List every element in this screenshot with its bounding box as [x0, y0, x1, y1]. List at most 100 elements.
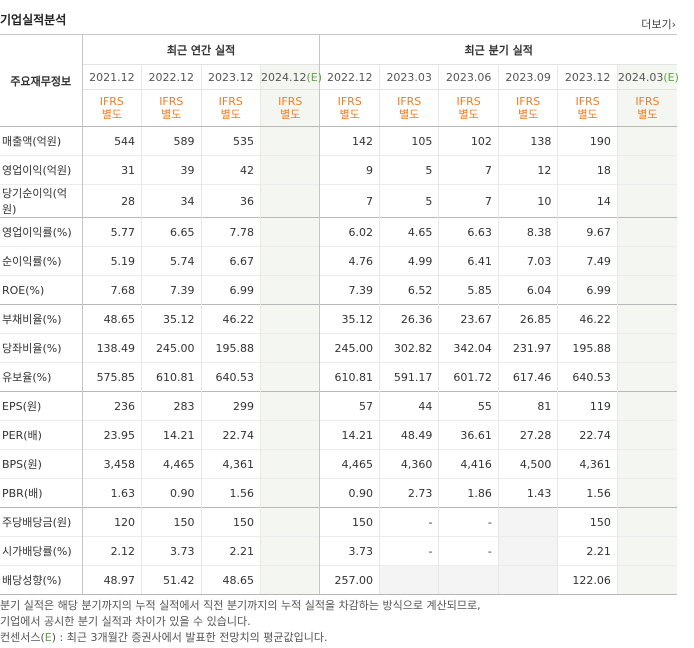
table-cell: 2.73	[378, 478, 439, 508]
ifrs-label: IFRS 별도	[200, 89, 261, 127]
ifrs-label: IFRS 별도	[259, 89, 320, 127]
table-cell: 9.67	[557, 217, 618, 247]
table-cell	[259, 333, 320, 363]
table-cell	[616, 155, 677, 185]
table-cell: 1.56	[557, 478, 618, 508]
row-label: 시가배당률(%)	[0, 536, 83, 566]
row-label: ROE(%)	[0, 275, 83, 305]
table-cell: 14.21	[141, 420, 202, 450]
table-cell: 1.56	[200, 478, 261, 508]
row-label: 부채비율(%)	[0, 304, 83, 334]
row-label: EPS(원)	[0, 391, 83, 421]
table-cell: 6.65	[141, 217, 202, 247]
table-cell	[259, 478, 320, 508]
table-cell	[616, 333, 677, 363]
table-cell	[497, 565, 558, 595]
table-cell: 7	[438, 184, 499, 218]
table-cell: 42	[200, 155, 261, 185]
estimate-mark: (E)	[663, 70, 679, 84]
table-cell: 0.90	[141, 478, 202, 508]
table-row: ROE(%) 7.68 7.39 6.99 7.39 6.52 5.85 6.04 6.99	[0, 275, 677, 305]
table-cell: 195.88	[557, 333, 618, 363]
table-row: 순이익률(%) 5.19 5.74 6.67 4.76 4.99 6.41 7.03 7.49	[0, 246, 677, 276]
table-cell: 245.00	[319, 333, 380, 363]
period-header: 2023.06	[438, 64, 499, 90]
table-cell	[259, 275, 320, 305]
table-row: 부채비율(%) 48.65 35.12 46.22 35.12 26.36 23.67 26.…	[0, 304, 677, 334]
table-cell: 640.53	[557, 362, 618, 392]
footnote-difference: 기업에서 공시한 분기 실적과 차이가 있을 수 있습니다.	[0, 615, 251, 628]
ifrs-label: IFRS 별도	[319, 89, 380, 127]
table-cell: 4,361	[557, 449, 618, 479]
more-link[interactable]: 더보기›	[641, 16, 676, 32]
period-header: 2022.12	[319, 64, 380, 90]
table-cell: 6.41	[438, 246, 499, 276]
table-cell	[616, 246, 677, 276]
table-cell: 28	[81, 184, 142, 218]
row-label: PER(배)	[0, 420, 83, 450]
table-cell: 81	[497, 391, 558, 421]
row-label: 주당배당금(원)	[0, 507, 83, 537]
table-cell	[616, 420, 677, 450]
row-label: 순이익률(%)	[0, 246, 83, 276]
table-cell	[259, 362, 320, 392]
table-cell: 138	[497, 126, 558, 156]
quarter-group-label: 최근 분기 실적	[319, 34, 677, 65]
table-cell: 1.63	[81, 478, 142, 508]
table-row: BPS(원) 3,458 4,465 4,361 4,465 4,360 4,416 4,50…	[0, 449, 677, 479]
table-cell: 44	[378, 391, 439, 421]
table-cell: 4,500	[497, 449, 558, 479]
period-header: 2024.03(E)	[616, 64, 679, 90]
table-cell: 138.49	[81, 333, 142, 363]
table-cell: 5.77	[81, 217, 142, 247]
table-cell: 6.67	[200, 246, 261, 276]
consensus-suffix: ) : 최근 3개월간 증권사에서 발표한 전망치의 평균값입니다.	[51, 631, 328, 644]
table-cell: 342.04	[438, 333, 499, 363]
table-cell: 51.42	[141, 565, 202, 595]
table-cell: 46.22	[557, 304, 618, 334]
table-cell: -	[378, 507, 439, 537]
table-cell: 7.49	[557, 246, 618, 276]
consensus-prefix: 컨센서스(	[0, 631, 45, 644]
table-cell: 2.21	[557, 536, 618, 566]
table-cell: 4.76	[319, 246, 380, 276]
table-cell: -	[378, 536, 439, 566]
footnote-consensus: 컨센서스(E) : 최근 3개월간 증권사에서 발표한 전망치의 평균값입니다.	[0, 630, 481, 646]
table-cell: 617.46	[497, 362, 558, 392]
table-cell: 4.65	[378, 217, 439, 247]
table-cell	[378, 565, 439, 595]
period-header: 2021.12	[81, 64, 142, 90]
table-row: PER(배) 23.95 14.21 22.74 14.21 48.49 36.61 27.2…	[0, 420, 677, 450]
table-cell: 14	[557, 184, 618, 218]
table-cell: 4,361	[200, 449, 261, 479]
table-cell	[497, 536, 558, 566]
table-cell: 6.04	[497, 275, 558, 305]
table-cell: 6.99	[200, 275, 261, 305]
table-cell	[438, 565, 499, 595]
table-cell	[259, 536, 320, 566]
table-cell: 4.99	[378, 246, 439, 276]
table-cell	[497, 507, 558, 537]
table-cell: 48.49	[378, 420, 439, 450]
row-label: 당기순이익(억원)	[0, 184, 83, 218]
table-cell: 150	[319, 507, 380, 537]
table-row: 시가배당률(%) 2.12 3.73 2.21 3.73- -2.21	[0, 536, 677, 566]
table-cell: 26.36	[378, 304, 439, 334]
footnote-quarterly: 분기 실적은 해당 분기까지의 누적 실적에서 직전 분기까지의 누적 실적을 …	[0, 599, 481, 612]
table-cell: 236	[81, 391, 142, 421]
table-cell	[616, 362, 677, 392]
consensus-mark: E	[44, 631, 52, 644]
table-cell	[616, 275, 677, 305]
section-title: 기업실적분석	[0, 13, 67, 27]
row-label: PBR(배)	[0, 478, 83, 508]
table-cell: 6.99	[557, 275, 618, 305]
table-row: 매출액(억원) 544 589 535 142 105 102 138 190	[0, 126, 677, 156]
table-cell: 150	[141, 507, 202, 537]
table-cell: 31	[81, 155, 142, 185]
table-cell: 122.06	[557, 565, 618, 595]
table-cell	[259, 391, 320, 421]
table-cell: 591.17	[378, 362, 439, 392]
table-cell: 5.74	[141, 246, 202, 276]
table-cell: 23.67	[438, 304, 499, 334]
